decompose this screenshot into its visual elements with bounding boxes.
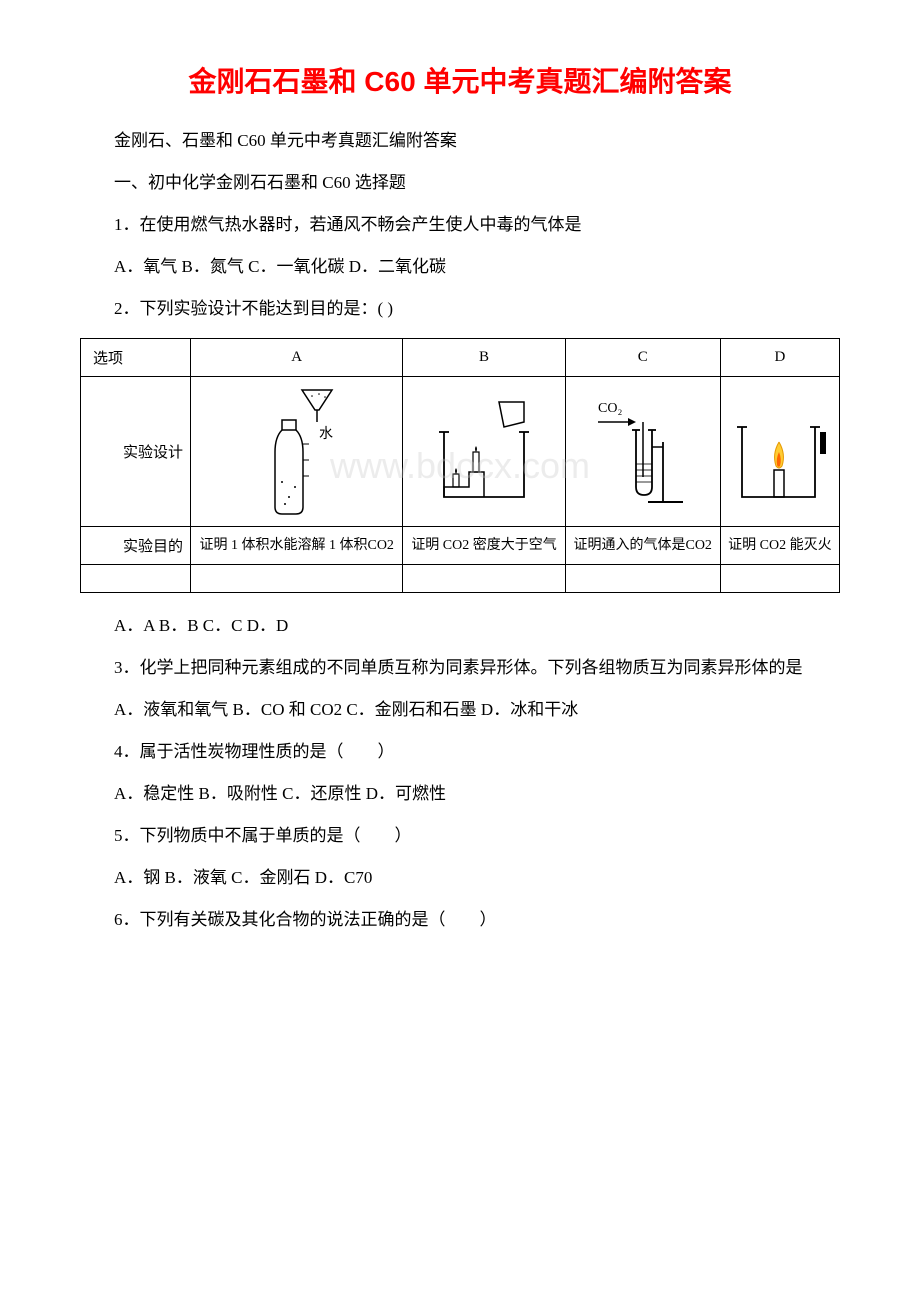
header-d: D — [720, 339, 839, 377]
table-header-row: 选项 A B C D — [81, 339, 840, 377]
test-tube-co2-icon: CO₂ — [588, 392, 698, 512]
header-label: 选项 — [81, 339, 191, 377]
design-b-cell — [403, 377, 565, 527]
question-2: 2．下列实验设计不能达到目的是：( ) — [80, 292, 840, 326]
question-5-options: A．钢 B．液氧 C．金刚石 D．C70 — [80, 861, 840, 895]
question-2-options: A．A B．B C．C D．D — [80, 609, 840, 643]
empty-cell — [403, 565, 565, 593]
purpose-d: 证明 CO2 能灭火 — [720, 527, 839, 565]
table-design-row: 实验设计 水 — [81, 377, 840, 527]
subtitle: 金刚石、石墨和 C60 单元中考真题汇编附答案 — [80, 124, 840, 158]
table-purpose-row: 实验目的 证明 1 体积水能溶解 1 体积CO2 证明 CO2 密度大于空气 证… — [81, 527, 840, 565]
question-6: 6．下列有关碳及其化合物的说法正确的是（ ） — [80, 903, 840, 937]
bottle-funnel-icon: 水 — [247, 382, 347, 522]
design-c-cell: CO₂ — [565, 377, 720, 527]
purpose-b: 证明 CO2 密度大于空气 — [403, 527, 565, 565]
design-d-cell — [720, 377, 839, 527]
purpose-c: 证明通入的气体是CO2 — [565, 527, 720, 565]
question-1: 1．在使用燃气热水器时，若通风不畅会产生使人中毒的气体是 — [80, 208, 840, 242]
question-4: 4．属于活性炭物理性质的是（ ） — [80, 735, 840, 769]
purpose-label: 实验目的 — [81, 527, 191, 565]
question-4-options: A．稳定性 B．吸附性 C．还原性 D．可燃性 — [80, 777, 840, 811]
page-title: 金刚石石墨和 C60 单元中考真题汇编附答案 — [80, 60, 840, 100]
purpose-a: 证明 1 体积水能溶解 1 体积CO2 — [191, 527, 403, 565]
header-a: A — [191, 339, 403, 377]
empty-cell — [565, 565, 720, 593]
design-label: 实验设计 — [81, 377, 191, 527]
empty-cell — [720, 565, 839, 593]
question-3-options: A．液氧和氧气 B．CO 和 CO2 C．金刚石和石墨 D．冰和干冰 — [80, 693, 840, 727]
beaker-candles-icon — [429, 392, 539, 512]
empty-cell — [191, 565, 403, 593]
water-label: 水 — [319, 426, 333, 442]
question-5: 5．下列物质中不属于单质的是（ ） — [80, 819, 840, 853]
design-a-cell: 水 — [191, 377, 403, 527]
question-3: 3．化学上把同种元素组成的不同单质互称为同素异形体。下列各组物质互为同素异形体的… — [80, 651, 840, 685]
header-c: C — [565, 339, 720, 377]
header-b: B — [403, 339, 565, 377]
question-1-options: A．氧气 B．氮气 C．一氧化碳 D．二氧化碳 — [80, 250, 840, 284]
empty-cell — [81, 565, 191, 593]
experiment-table: 选项 A B C D 实验设计 水 — [80, 338, 840, 593]
co2-label: CO₂ — [598, 401, 622, 416]
section-heading: 一、初中化学金刚石石墨和 C60 选择题 — [80, 166, 840, 200]
beaker-candle-flame-icon — [730, 392, 830, 512]
table-empty-row — [81, 565, 840, 593]
